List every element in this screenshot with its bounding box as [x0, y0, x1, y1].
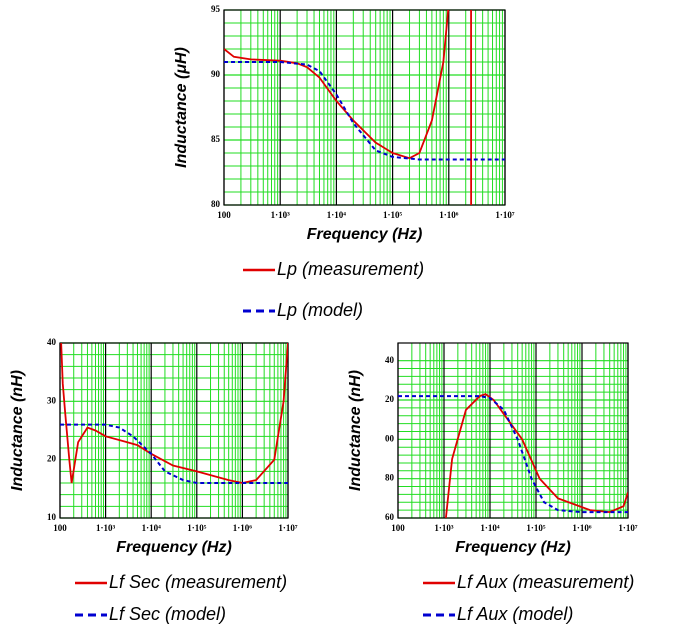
x-tick-label: 1·10⁵	[526, 523, 546, 533]
y-tick-label: 40	[47, 337, 57, 347]
y-axis-title: Inductance (nH)	[9, 370, 26, 491]
y-tick-label: 85	[211, 134, 221, 144]
y-tick-label: 00	[385, 433, 395, 443]
legend-label: Lf Aux (measurement)	[457, 572, 634, 592]
y-tick-label: 20	[47, 454, 57, 464]
plot: 80 85 90 95 100 1·10³ 1·10⁴ 1·10⁵ 1·10⁶ 1·10⁷ Freq…	[173, 4, 515, 320]
y-axis-title: Inductance (μH)	[173, 47, 190, 168]
x-tick-label: 1·10⁵	[383, 210, 403, 220]
x-tick-label: 100	[53, 523, 67, 533]
series-line	[445, 393, 628, 518]
x-axis-title: Frequency (Hz)	[455, 539, 571, 556]
legend-label: Lf Sec (model)	[109, 604, 226, 624]
legend-label: Lf Aux (model)	[457, 604, 573, 624]
y-tick-label: 40	[385, 355, 395, 365]
legend-label: Lp (model)	[277, 300, 363, 320]
y-tick-label: 95	[211, 4, 221, 14]
x-tick-label: 1·10³	[271, 210, 291, 220]
series-line	[224, 10, 473, 205]
x-tick-label: 1·10³	[434, 523, 454, 533]
x-tick-label: 100	[391, 523, 405, 533]
y-tick-label: 10	[47, 512, 57, 522]
x-tick-label: 1·10⁶	[572, 523, 592, 533]
x-tick-label: 1·10⁶	[439, 210, 459, 220]
y-tick-label: 60	[385, 512, 395, 522]
x-tick-label: 1·10⁴	[480, 523, 500, 533]
plot-frame	[397, 342, 629, 519]
series-line	[398, 395, 628, 514]
plot: 60 80 00 20 40 100 1·10³ 1·10⁴ 1·10⁵ 1·10⁶ 1·10⁷ Fr…	[347, 342, 638, 624]
y-tick-label: 80	[385, 473, 395, 483]
x-axis-title: Frequency (Hz)	[116, 539, 232, 556]
x-tick-label: 100	[217, 210, 231, 220]
y-tick-label: 90	[211, 69, 221, 79]
x-tick-label: 1·10³	[96, 523, 116, 533]
x-tick-label: 1·10⁷	[618, 523, 638, 533]
legend-label: Lf Sec (measurement)	[109, 572, 287, 592]
plot: 10 20 30 40 100 1·10³ 1·10⁴ 1·10⁵ 1·10⁶ 1·10⁷ Freq…	[9, 337, 298, 624]
y-tick-label: 20	[385, 394, 395, 404]
y-tick-label: 30	[47, 395, 57, 405]
y-axis-title: Inductance (nH)	[347, 370, 364, 491]
series-line	[60, 343, 288, 484]
plot-frame	[223, 9, 506, 206]
x-axis-title: Frequency (Hz)	[307, 226, 423, 243]
x-tick-label: 1·10⁴	[327, 210, 347, 220]
plot-frame	[59, 342, 289, 519]
legend-label: Lp (measurement)	[277, 259, 424, 279]
x-tick-label: 1·10⁷	[278, 523, 298, 533]
y-tick-label: 80	[211, 199, 221, 209]
x-tick-label: 1·10⁴	[142, 523, 162, 533]
x-tick-label: 1·10⁵	[187, 523, 207, 533]
x-tick-label: 1·10⁷	[495, 210, 515, 220]
x-tick-label: 1·10⁶	[233, 523, 253, 533]
series-line	[224, 61, 505, 161]
series-line	[60, 423, 288, 484]
